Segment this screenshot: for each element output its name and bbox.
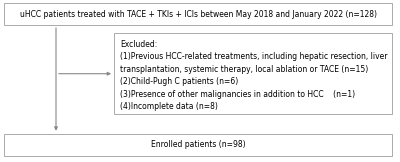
Text: uHCC patients treated with TACE + TKIs + ICIs between May 2018 and January 2022 : uHCC patients treated with TACE + TKIs +… [20,10,376,19]
Text: (2)Child-Pugh C patients (n=6): (2)Child-Pugh C patients (n=6) [120,77,238,86]
Bar [4,3,392,25]
Text: transplantation, systemic therapy, local ablation or TACE (n=15): transplantation, systemic therapy, local… [120,65,368,74]
Text: (4)Incomplete data (n=8): (4)Incomplete data (n=8) [120,102,218,111]
Bar [4,134,392,156]
Text: (1)Previous HCC-related treatments, including hepatic resection, liver: (1)Previous HCC-related treatments, incl… [120,52,388,61]
Text: (3)Presence of other malignancies in addition to HCC    (n=1): (3)Presence of other malignancies in add… [120,90,355,99]
Text: Enrolled patients (n=98): Enrolled patients (n=98) [151,140,245,149]
Bar [114,33,392,114]
Text: Excluded:: Excluded: [120,40,157,49]
